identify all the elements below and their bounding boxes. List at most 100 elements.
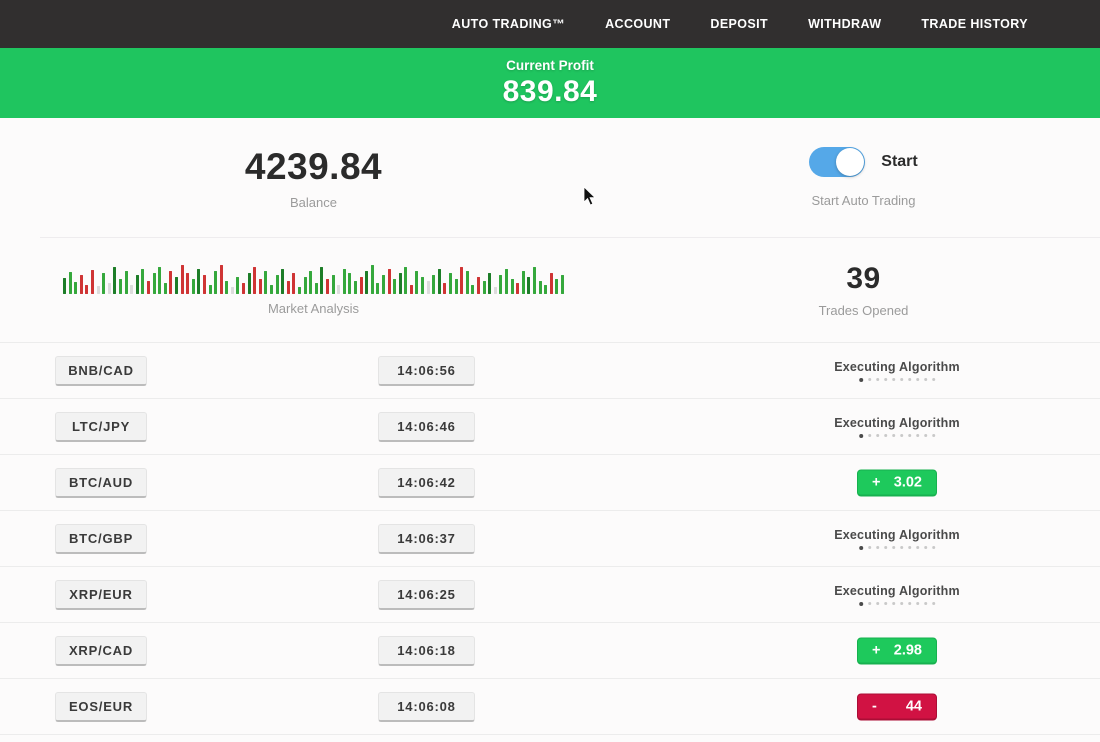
chart-bar — [443, 283, 447, 294]
chart-bar — [146, 281, 150, 294]
time-pill[interactable]: 14:06:25 — [378, 579, 475, 610]
chart-bar — [113, 267, 117, 294]
chart-bar — [493, 287, 497, 294]
chart-bar — [544, 285, 548, 294]
executing-algorithm-label: Executing Algorithm — [834, 415, 960, 430]
profit-banner: Current Profit 839.84 — [0, 48, 1100, 118]
progress-dot — [858, 433, 863, 438]
section-divider — [40, 237, 1100, 238]
chart-bar — [471, 285, 475, 294]
nav-account[interactable]: ACCOUNT — [605, 17, 671, 31]
chart-bar — [303, 277, 307, 294]
market-analysis-label: Market Analysis — [267, 301, 360, 316]
chart-bar — [152, 273, 156, 294]
trade-status: Executing Algorithm — [834, 528, 960, 550]
profit-banner-label: Current Profit — [506, 57, 594, 73]
pair-pill[interactable]: BNB/CAD — [55, 355, 147, 386]
top-nav: AUTO TRADING™ ACCOUNT DEPOSIT WITHDRAW T… — [0, 0, 1100, 48]
chart-bar — [219, 265, 223, 294]
time-pill[interactable]: 14:06:08 — [378, 691, 475, 722]
chart-bar — [415, 271, 419, 294]
auto-trading-label: Start Auto Trading — [811, 193, 916, 208]
progress-dot — [875, 378, 879, 381]
progress-dot — [875, 546, 879, 549]
chart-bar — [499, 275, 503, 294]
chart-bar — [538, 281, 542, 294]
progress-dot — [858, 545, 863, 550]
time-pill[interactable]: 14:06:18 — [378, 635, 475, 666]
progress-dots — [858, 377, 935, 382]
result-sign: + — [872, 474, 881, 490]
progress-dot — [931, 546, 935, 549]
progress-dot — [923, 378, 927, 381]
progress-dot — [891, 546, 895, 549]
progress-dot — [931, 378, 935, 381]
progress-dots — [858, 601, 935, 606]
chart-bar — [516, 283, 520, 294]
trades-opened-block: 39 Trades Opened — [627, 238, 1100, 342]
time-pill[interactable]: 14:06:56 — [378, 355, 475, 386]
chart-bar — [281, 269, 285, 294]
chart-bar — [482, 281, 486, 294]
pair-pill[interactable]: XRP/CAD — [55, 635, 147, 666]
auto-trading-block: Start Start Auto Trading — [627, 118, 1100, 237]
progress-dot — [907, 602, 911, 605]
chart-bar — [202, 275, 206, 294]
progress-dot — [931, 602, 935, 605]
nav-trade-history[interactable]: TRADE HISTORY — [921, 17, 1028, 31]
chart-bar — [527, 277, 531, 294]
chart-bar — [107, 283, 111, 294]
progress-dot — [875, 602, 879, 605]
chart-bar — [320, 267, 324, 294]
chart-bar — [432, 275, 436, 294]
progress-dot — [899, 434, 903, 437]
result-badge: +2.98 — [857, 637, 937, 664]
pair-pill[interactable]: EOS/EUR — [55, 691, 147, 722]
nav-deposit[interactable]: DEPOSIT — [710, 17, 769, 31]
nav-withdraw[interactable]: WITHDRAW — [808, 17, 882, 31]
progress-dot — [891, 602, 895, 605]
progress-dot — [867, 434, 871, 437]
trades-opened-label: Trades Opened — [818, 303, 909, 318]
nav-auto-trading[interactable]: AUTO TRADING™ — [451, 17, 566, 31]
pair-pill[interactable]: LTC/JPY — [55, 411, 147, 442]
result-value: 3.02 — [893, 474, 922, 490]
progress-dots — [858, 433, 935, 438]
chart-bar — [264, 271, 268, 294]
chart-bar — [342, 269, 346, 294]
time-pill[interactable]: 14:06:42 — [378, 467, 475, 498]
chart-bar — [85, 285, 89, 294]
chart-bar — [130, 285, 134, 294]
chart-bar — [63, 278, 67, 294]
progress-dot — [891, 378, 895, 381]
chart-bar — [437, 269, 441, 294]
chart-bar — [404, 267, 408, 294]
progress-dot — [923, 546, 927, 549]
result-value: 44 — [905, 698, 922, 714]
pair-pill[interactable]: BTC/AUD — [55, 467, 147, 498]
auto-trading-toggle[interactable] — [809, 147, 866, 177]
pair-pill[interactable]: BTC/GBP — [55, 523, 147, 554]
time-pill[interactable]: 14:06:46 — [378, 411, 475, 442]
chart-bar — [421, 277, 425, 294]
chart-bar — [521, 271, 525, 294]
chart-bar — [549, 273, 553, 294]
chart-bar — [381, 275, 385, 294]
pair-pill[interactable]: XRP/EUR — [55, 579, 147, 610]
chart-bar — [370, 265, 374, 294]
chart-bar — [270, 285, 274, 294]
chart-bar — [314, 283, 318, 294]
progress-dot — [883, 434, 887, 437]
chart-bar — [74, 282, 78, 294]
chart-bar — [555, 279, 559, 294]
chart-bar — [309, 271, 313, 294]
trade-row: XRP/CAD 14:06:18 +2.98 — [0, 622, 1100, 678]
progress-dot — [907, 378, 911, 381]
balance-value: 4239.84 — [244, 145, 383, 187]
trade-status: Executing Algorithm — [834, 360, 960, 382]
time-pill[interactable]: 14:06:37 — [378, 523, 475, 554]
executing-algorithm-label: Executing Algorithm — [834, 527, 960, 542]
chart-bar — [337, 285, 341, 294]
progress-dot — [883, 602, 887, 605]
chart-bar — [387, 269, 391, 294]
